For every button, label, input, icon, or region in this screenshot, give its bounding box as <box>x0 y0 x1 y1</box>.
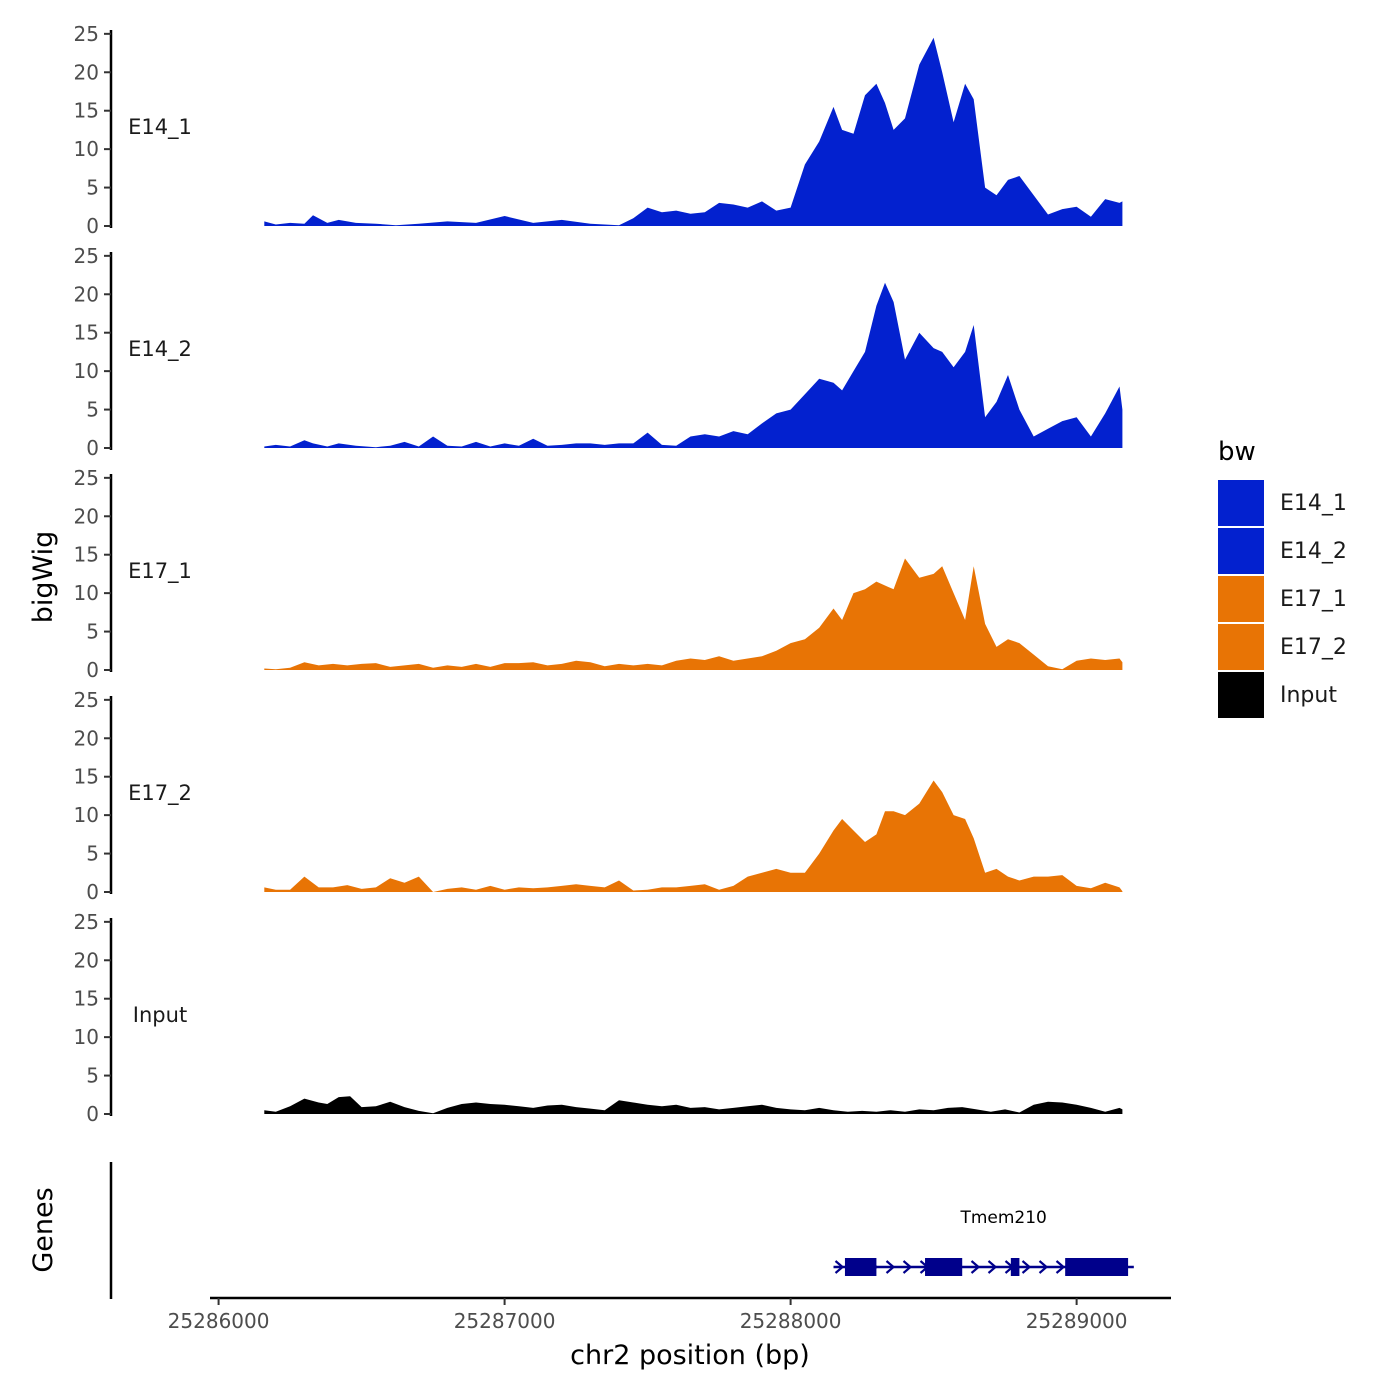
y-tick-label: 15 <box>74 765 99 789</box>
coverage-area-input <box>264 1096 1123 1114</box>
y-tick-label: 20 <box>74 60 99 84</box>
y-tick-label: 5 <box>86 620 99 644</box>
gene-exon <box>1010 1258 1020 1276</box>
y-tick-label: 0 <box>86 880 99 904</box>
y-tick-label: 10 <box>74 137 99 161</box>
y-tick-label: 10 <box>74 359 99 383</box>
gene-model: Tmem210 <box>833 1208 1134 1276</box>
y-tick-label: 25 <box>74 22 99 46</box>
x-tick-label: 25288000 <box>740 1309 842 1333</box>
x-tick-label: 25286000 <box>168 1309 270 1333</box>
y-tick-label: 20 <box>74 282 99 306</box>
strand-arrow <box>970 1260 981 1274</box>
y-tick-label: 15 <box>74 987 99 1011</box>
y-tick-label: 5 <box>86 176 99 200</box>
track-panel-e14_2: 0 5 10 15 20 25 E14_2 <box>74 244 1123 460</box>
gene-name-label: Tmem210 <box>959 1208 1046 1228</box>
strand-arrow <box>1021 1260 1032 1274</box>
strand-arrow <box>1038 1260 1049 1274</box>
y-axis-title: bigWig <box>28 531 59 624</box>
coverage-area-e17_2 <box>264 780 1123 892</box>
strand-arrow <box>834 1260 845 1274</box>
y-tick-label: 0 <box>86 214 99 238</box>
legend-swatch-e17_2 <box>1218 624 1264 670</box>
legend-swatch-e17_1 <box>1218 576 1264 622</box>
legend-swatch-input <box>1218 672 1264 718</box>
y-tick-label: 20 <box>74 504 99 528</box>
strand-arrow <box>885 1260 896 1274</box>
genes-axis-title: Genes <box>28 1187 59 1272</box>
x-axis-title: chr2 position (bp) <box>570 1340 810 1371</box>
legend-swatch-e14_1 <box>1218 480 1264 526</box>
y-tick-label: 5 <box>86 1064 99 1088</box>
y-tick-label: 5 <box>86 398 99 422</box>
legend-label: E14_1 <box>1280 491 1347 516</box>
y-tick-label: 10 <box>74 803 99 827</box>
y-tick-label: 0 <box>86 658 99 682</box>
legend-label: E14_2 <box>1280 539 1347 564</box>
legend-label: E17_1 <box>1280 587 1347 612</box>
track-label: E17_1 <box>128 559 192 584</box>
legend-swatch-e14_2 <box>1218 528 1264 574</box>
coverage-area-e17_1 <box>264 558 1123 670</box>
legend-label: E17_2 <box>1280 635 1347 660</box>
legend-title: bw <box>1218 437 1256 467</box>
coverage-area-e14_1 <box>264 37 1123 227</box>
gene-exon <box>844 1258 877 1276</box>
track-panels: 0 5 10 15 20 25 E14_1 0 5 10 15 20 25 E14_2 0 5 10 15 20 25… <box>74 22 1123 1126</box>
track-panel-input: 0 5 10 15 20 25 Input <box>74 910 1123 1126</box>
y-tick-label: 0 <box>86 436 99 460</box>
strand-arrow <box>1055 1260 1066 1274</box>
genes-panel: Genes Tmem210 <box>28 1162 1134 1299</box>
track-panel-e17_2: 0 5 10 15 20 25 E17_2 <box>74 688 1123 904</box>
track-label: E14_1 <box>128 115 192 140</box>
y-tick-label: 15 <box>74 543 99 567</box>
track-label: E17_2 <box>128 781 192 806</box>
y-tick-label: 0 <box>86 1102 99 1126</box>
track-label: E14_2 <box>128 337 192 362</box>
legend-label: Input <box>1280 683 1337 708</box>
coverage-area-e14_2 <box>264 282 1123 448</box>
y-tick-label: 10 <box>74 581 99 605</box>
y-tick-label: 10 <box>74 1025 99 1049</box>
track-panel-e14_1: 0 5 10 15 20 25 E14_1 <box>74 22 1123 238</box>
strand-arrow <box>902 1260 913 1274</box>
y-tick-label: 25 <box>74 244 99 268</box>
y-tick-label: 20 <box>74 726 99 750</box>
y-tick-label: 20 <box>74 948 99 972</box>
legend: bw E14_1 E14_2 E17_1 E17_2 Input <box>1218 437 1347 718</box>
y-tick-label: 5 <box>86 842 99 866</box>
strand-arrow <box>987 1260 998 1274</box>
y-tick-label: 25 <box>74 688 99 712</box>
gene-exon <box>1065 1258 1129 1276</box>
x-axis: 25286000 25287000 25288000 25289000 <box>168 1296 1171 1333</box>
gene-exon <box>925 1258 963 1276</box>
x-tick-label: 25287000 <box>454 1309 556 1333</box>
y-tick-label: 25 <box>74 466 99 490</box>
y-tick-label: 25 <box>74 910 99 934</box>
y-tick-label: 15 <box>74 321 99 345</box>
track-panel-e17_1: 0 5 10 15 20 25 E17_1 <box>74 466 1123 682</box>
x-tick-label: 25289000 <box>1026 1309 1128 1333</box>
track-label: Input <box>133 1003 187 1027</box>
y-tick-label: 15 <box>74 99 99 123</box>
